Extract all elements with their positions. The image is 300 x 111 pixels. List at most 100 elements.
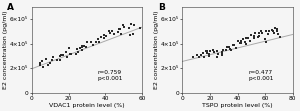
Point: [231, 44, 236, 45]
Point: [278, 37, 282, 38]
Point: [120, 24, 125, 26]
Point: [215, 56, 220, 58]
Point: [112, 33, 117, 35]
Point: [76, 51, 80, 53]
Point: [266, 30, 271, 32]
Point: [101, 35, 106, 36]
Point: [228, 48, 232, 50]
Point: [270, 29, 274, 31]
Point: [236, 40, 241, 41]
Point: [204, 52, 209, 53]
Point: [64, 56, 69, 58]
Point: [239, 40, 244, 42]
Point: [40, 60, 44, 62]
Point: [227, 46, 232, 48]
Point: [252, 38, 256, 39]
Text: r=0.477
p<0.001: r=0.477 p<0.001: [249, 70, 274, 81]
Point: [207, 55, 212, 56]
Point: [262, 38, 267, 40]
Point: [110, 31, 114, 32]
Point: [219, 54, 224, 56]
Point: [48, 62, 52, 64]
Point: [116, 31, 121, 33]
Point: [206, 53, 211, 54]
Text: A: A: [8, 3, 14, 12]
Point: [137, 27, 142, 29]
Point: [234, 47, 239, 49]
Point: [44, 58, 48, 60]
Point: [256, 32, 261, 34]
Point: [137, 27, 142, 28]
Point: [107, 32, 112, 34]
Point: [45, 64, 50, 66]
Point: [41, 66, 46, 68]
Point: [99, 36, 104, 38]
Point: [225, 47, 230, 48]
Point: [220, 49, 225, 51]
X-axis label: VDAC1 protein level (%): VDAC1 protein level (%): [49, 103, 125, 108]
Point: [106, 31, 111, 32]
Point: [196, 56, 201, 58]
Point: [60, 54, 65, 55]
Point: [205, 50, 210, 52]
Text: r=0.759
p<0.001: r=0.759 p<0.001: [98, 70, 123, 81]
Point: [38, 64, 42, 65]
Point: [216, 53, 221, 55]
Point: [224, 46, 229, 47]
Point: [241, 38, 246, 40]
Point: [243, 38, 248, 39]
Point: [97, 41, 102, 43]
Point: [85, 41, 90, 43]
Point: [68, 53, 72, 55]
Point: [274, 29, 279, 30]
Point: [128, 34, 132, 36]
Point: [208, 50, 212, 52]
Point: [273, 27, 278, 29]
Point: [118, 33, 123, 35]
Point: [82, 45, 87, 46]
Point: [211, 49, 216, 51]
Point: [195, 54, 200, 56]
Point: [245, 37, 250, 39]
Point: [74, 53, 78, 55]
Point: [129, 23, 134, 25]
Point: [274, 30, 279, 32]
Y-axis label: E2 concentration (pg/ml): E2 concentration (pg/ml): [4, 11, 8, 89]
Point: [59, 54, 64, 56]
Point: [190, 56, 195, 58]
Point: [264, 30, 268, 32]
Point: [229, 49, 233, 51]
Point: [38, 62, 42, 63]
Point: [248, 40, 253, 42]
Point: [58, 55, 62, 57]
Point: [237, 42, 242, 44]
Point: [224, 49, 229, 51]
Point: [203, 50, 208, 52]
Point: [58, 59, 62, 61]
Point: [78, 47, 83, 49]
Point: [272, 32, 277, 34]
Point: [198, 54, 203, 56]
Point: [89, 41, 94, 43]
Point: [104, 35, 109, 37]
Point: [132, 25, 136, 26]
Point: [276, 33, 281, 35]
Point: [91, 44, 96, 46]
Point: [214, 50, 219, 52]
Point: [74, 48, 79, 50]
Point: [220, 52, 224, 54]
Point: [121, 26, 126, 28]
Point: [201, 52, 206, 54]
Point: [127, 27, 131, 29]
Point: [68, 53, 73, 55]
Point: [251, 35, 256, 37]
Point: [260, 32, 265, 34]
Point: [256, 35, 261, 37]
Point: [259, 30, 263, 32]
Point: [243, 41, 248, 43]
Point: [271, 30, 276, 32]
Point: [265, 33, 270, 35]
Point: [84, 46, 88, 48]
Point: [117, 29, 122, 30]
Text: B: B: [158, 3, 165, 12]
